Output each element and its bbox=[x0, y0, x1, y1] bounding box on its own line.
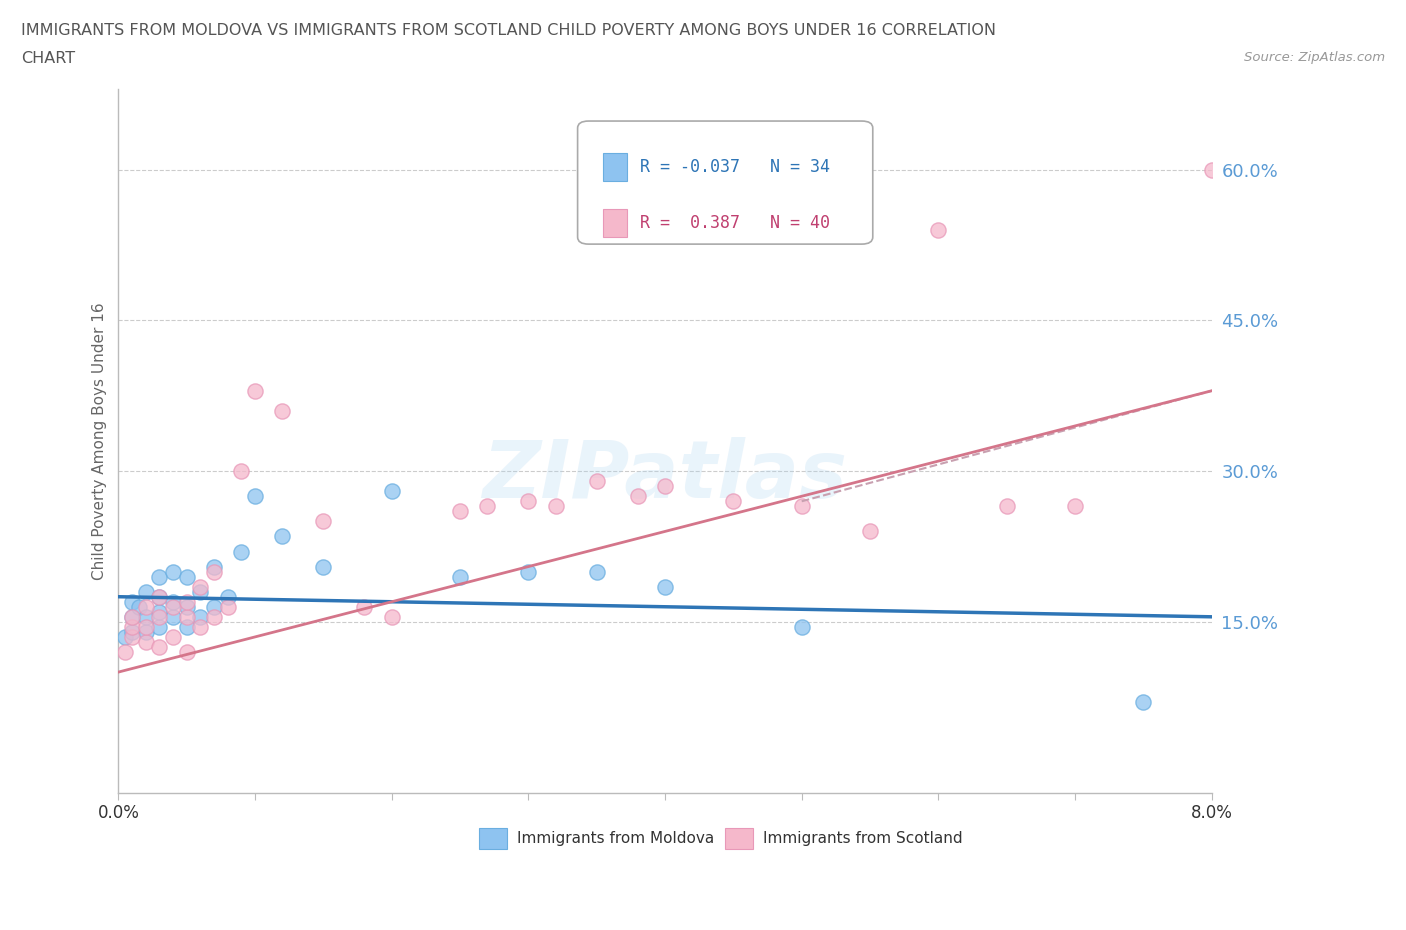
FancyBboxPatch shape bbox=[603, 209, 627, 237]
Point bbox=[243, 383, 266, 398]
Point bbox=[231, 464, 253, 479]
Point bbox=[121, 619, 143, 634]
Point bbox=[654, 479, 676, 494]
Point bbox=[202, 599, 225, 614]
Point bbox=[190, 609, 212, 624]
FancyBboxPatch shape bbox=[578, 121, 873, 244]
Point bbox=[243, 489, 266, 504]
Point bbox=[176, 599, 198, 614]
Point bbox=[121, 609, 143, 624]
Point bbox=[517, 494, 540, 509]
Point bbox=[135, 634, 157, 649]
Point bbox=[271, 529, 294, 544]
Point bbox=[148, 590, 170, 604]
Point bbox=[217, 590, 239, 604]
Point bbox=[148, 640, 170, 655]
Point bbox=[135, 619, 157, 634]
Point bbox=[449, 504, 471, 519]
Point bbox=[148, 609, 170, 624]
Point bbox=[121, 624, 143, 639]
Text: R = -0.037   N = 34: R = -0.037 N = 34 bbox=[640, 158, 830, 176]
Point bbox=[162, 609, 184, 624]
Point bbox=[176, 569, 198, 584]
Point bbox=[312, 559, 335, 574]
Point bbox=[190, 579, 212, 594]
Point bbox=[202, 559, 225, 574]
Point bbox=[585, 473, 607, 488]
Point bbox=[995, 498, 1018, 513]
Point bbox=[176, 609, 198, 624]
Point bbox=[654, 579, 676, 594]
Point bbox=[114, 630, 136, 644]
Point bbox=[449, 569, 471, 584]
Point bbox=[585, 565, 607, 579]
Point bbox=[114, 644, 136, 659]
Text: ZIPatlas: ZIPatlas bbox=[482, 437, 848, 515]
Point bbox=[231, 544, 253, 559]
Point bbox=[121, 630, 143, 644]
Text: Source: ZipAtlas.com: Source: ZipAtlas.com bbox=[1244, 51, 1385, 64]
Point bbox=[1201, 163, 1223, 178]
Point bbox=[162, 599, 184, 614]
Point bbox=[176, 594, 198, 609]
Text: CHART: CHART bbox=[21, 51, 75, 66]
Point bbox=[517, 565, 540, 579]
Point bbox=[1064, 498, 1087, 513]
Y-axis label: Child Poverty Among Boys Under 16: Child Poverty Among Boys Under 16 bbox=[93, 302, 107, 579]
Point bbox=[135, 584, 157, 599]
Point bbox=[217, 599, 239, 614]
Point bbox=[135, 624, 157, 639]
Text: IMMIGRANTS FROM MOLDOVA VS IMMIGRANTS FROM SCOTLAND CHILD POVERTY AMONG BOYS UND: IMMIGRANTS FROM MOLDOVA VS IMMIGRANTS FR… bbox=[21, 23, 995, 38]
FancyBboxPatch shape bbox=[725, 828, 752, 849]
Point bbox=[121, 609, 143, 624]
Text: Immigrants from Scotland: Immigrants from Scotland bbox=[763, 830, 963, 845]
Point bbox=[312, 514, 335, 529]
Point bbox=[190, 619, 212, 634]
Point bbox=[121, 594, 143, 609]
Point bbox=[176, 619, 198, 634]
Point bbox=[927, 222, 949, 237]
Text: Immigrants from Moldova: Immigrants from Moldova bbox=[517, 830, 714, 845]
Point bbox=[135, 599, 157, 614]
Point bbox=[135, 609, 157, 624]
Point bbox=[723, 494, 745, 509]
FancyBboxPatch shape bbox=[479, 828, 506, 849]
Point bbox=[176, 644, 198, 659]
Point bbox=[162, 565, 184, 579]
Text: R =  0.387   N = 40: R = 0.387 N = 40 bbox=[640, 214, 830, 232]
Point bbox=[859, 524, 882, 538]
Point bbox=[790, 619, 813, 634]
Point bbox=[148, 590, 170, 604]
Point bbox=[381, 484, 404, 498]
Point bbox=[190, 584, 212, 599]
Point bbox=[790, 498, 813, 513]
Point bbox=[148, 569, 170, 584]
Point bbox=[544, 498, 567, 513]
FancyBboxPatch shape bbox=[603, 153, 627, 180]
Point bbox=[271, 404, 294, 418]
Point bbox=[627, 489, 650, 504]
Point bbox=[148, 619, 170, 634]
Point bbox=[162, 594, 184, 609]
Point bbox=[128, 599, 150, 614]
Point bbox=[353, 599, 375, 614]
Point bbox=[202, 609, 225, 624]
Point bbox=[477, 498, 499, 513]
Point bbox=[381, 609, 404, 624]
Point bbox=[202, 565, 225, 579]
Point bbox=[148, 604, 170, 619]
Point bbox=[1132, 695, 1154, 710]
Point bbox=[162, 630, 184, 644]
